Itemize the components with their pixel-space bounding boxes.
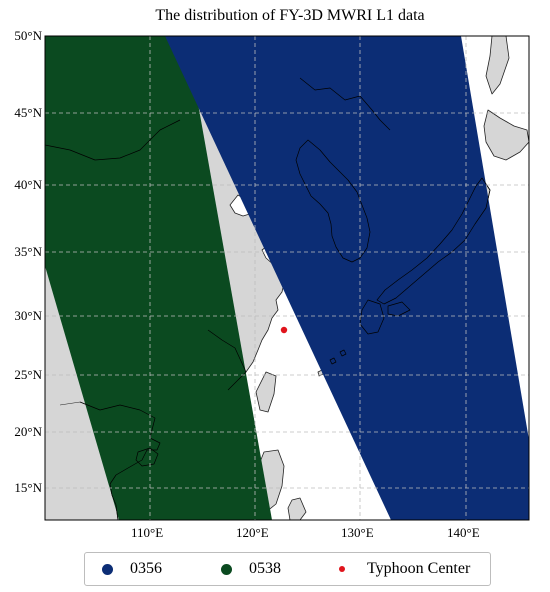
legend-item-0538: 0538 xyxy=(221,553,281,585)
legend-label: Typhoon Center xyxy=(367,560,471,577)
lat-tick-label: 25°N xyxy=(14,367,42,382)
lon-tick-label: 140°E xyxy=(447,525,480,540)
coastline-overlay xyxy=(45,77,491,520)
map-frame xyxy=(44,35,530,521)
legend-item-typhoon-center: Typhoon Center xyxy=(339,553,470,585)
lat-tick-label: 30°N xyxy=(14,308,42,323)
taiwan-island xyxy=(255,371,277,413)
lat-tick-label: 35°N xyxy=(14,244,42,259)
lat-tick-label: 40°N xyxy=(14,177,42,192)
mindoro-island xyxy=(287,497,307,520)
legend-label: 0356 xyxy=(130,560,162,577)
lon-tick-label: 110°E xyxy=(131,525,163,540)
legend-marker-0538 xyxy=(221,563,232,575)
lat-tick-label: 15°N xyxy=(14,480,42,495)
legend-marker-0356 xyxy=(102,563,113,575)
swath-0356 xyxy=(165,36,529,520)
legend: 0356 0538 Typhoon Center xyxy=(84,552,491,586)
gridlines xyxy=(45,36,529,520)
lat-tick-label: 45°N xyxy=(14,105,42,120)
hokkaido xyxy=(483,109,529,161)
map-title: The distribution of FY-3D MWRI L1 data xyxy=(155,7,425,24)
legend-marker-typhoon xyxy=(339,566,345,572)
legend-item-0356: 0356 xyxy=(102,553,162,585)
swath-0538 xyxy=(45,36,272,520)
lat-tick-labels: 15°N 20°N 25°N 30°N 35°N 40°N 45°N 50°N xyxy=(14,28,42,495)
lon-tick-labels: 110°E 120°E 130°E 140°E xyxy=(131,525,480,540)
sakhalin xyxy=(485,36,510,95)
lon-tick-label: 130°E xyxy=(341,525,374,540)
typhoon-center-marker xyxy=(280,326,288,334)
lon-tick-label: 120°E xyxy=(236,525,269,540)
lat-tick-label: 50°N xyxy=(14,28,42,43)
legend-label: 0538 xyxy=(249,560,281,577)
lat-tick-label: 20°N xyxy=(14,424,42,439)
